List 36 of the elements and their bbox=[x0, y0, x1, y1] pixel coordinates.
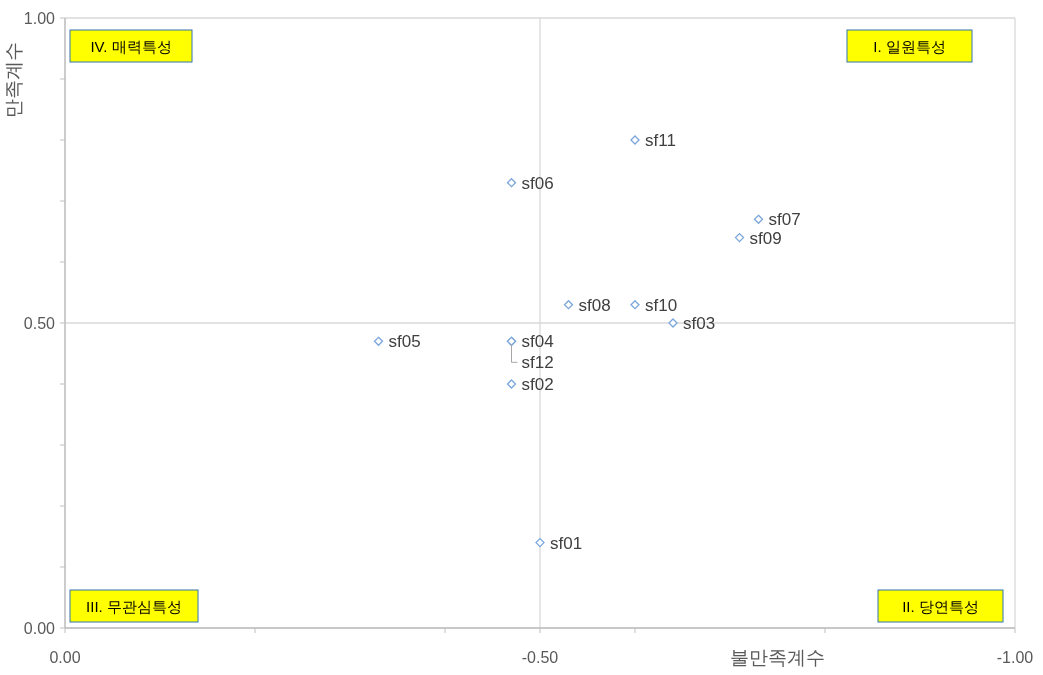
annotation: sf07 bbox=[768, 210, 801, 230]
point bbox=[506, 379, 517, 389]
x-tick-label: -0.50 bbox=[521, 649, 559, 666]
point bbox=[734, 232, 745, 243]
point bbox=[373, 336, 384, 346]
annotation: sf04 bbox=[521, 332, 554, 352]
annotation: sf10 bbox=[645, 295, 678, 315]
annotation: sf01 bbox=[550, 533, 583, 553]
annotation: IV. 매력특성 bbox=[90, 38, 172, 55]
picture-quadrant-label-box: III. 무관심특성 bbox=[69, 589, 199, 623]
annotation: sf12 bbox=[521, 353, 554, 373]
x-tick-label: -1.00 bbox=[996, 649, 1034, 666]
y-tick-label: 0.00 bbox=[23, 620, 56, 637]
point bbox=[753, 214, 764, 224]
point bbox=[506, 178, 517, 188]
annotation: I. 일원특성 bbox=[873, 38, 946, 55]
annotation: sf02 bbox=[521, 375, 554, 394]
annotation: sf06 bbox=[521, 173, 554, 193]
picture-quadrant-label-box: I. 일원특성 bbox=[846, 29, 973, 63]
annotation: sf05 bbox=[388, 332, 421, 352]
point bbox=[563, 300, 574, 310]
x-axis-title: 불만족계수 bbox=[729, 647, 825, 668]
annotation: sf03 bbox=[683, 314, 716, 333]
annotation: III. 무관심특성 bbox=[86, 598, 182, 615]
point bbox=[535, 537, 545, 548]
annotation: sf11 bbox=[645, 131, 676, 150]
y-tick-label: 0.50 bbox=[23, 315, 56, 332]
annotation: sf08 bbox=[578, 295, 611, 315]
y-tick-label: 1.00 bbox=[23, 10, 56, 27]
annotation: II. 당연특성 bbox=[902, 598, 979, 615]
picture-quadrant-label-box: IV. 매력특성 bbox=[69, 29, 193, 63]
y-axis-title: 만족계수 bbox=[3, 42, 24, 118]
x-tick-label: 0.00 bbox=[49, 649, 81, 666]
point bbox=[630, 300, 640, 310]
picture-quadrant-label-box: II. 당연특성 bbox=[877, 589, 1004, 623]
annotation: sf09 bbox=[749, 228, 782, 248]
